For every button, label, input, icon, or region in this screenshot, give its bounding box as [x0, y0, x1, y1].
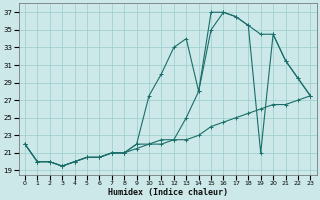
X-axis label: Humidex (Indice chaleur): Humidex (Indice chaleur) — [108, 188, 228, 197]
